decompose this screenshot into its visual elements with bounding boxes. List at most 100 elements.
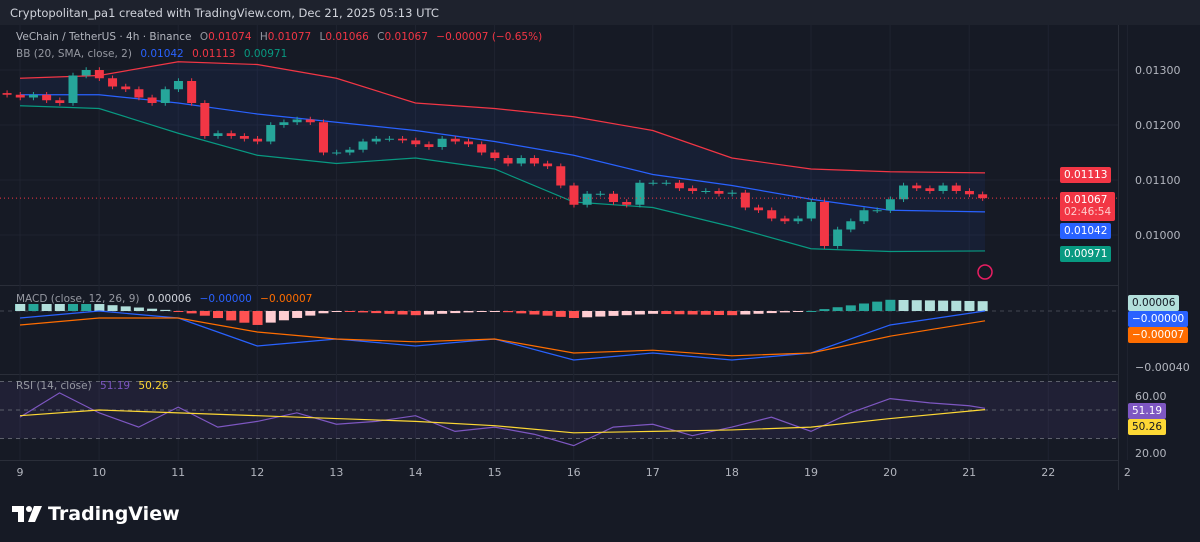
high-value: 0.01077 <box>267 31 312 43</box>
macd-histogram-bar <box>964 300 975 311</box>
rsi-tick-label: 60.00 <box>1135 390 1167 403</box>
candle <box>68 75 78 103</box>
rsi-ma-line <box>19 409 986 434</box>
candle <box>978 194 988 199</box>
candle <box>701 191 711 192</box>
macd-histogram-bar <box>173 311 184 312</box>
macd-legend: MACD (close, 12, 26, 9) 0.00006 −0.00000… <box>16 293 317 305</box>
candle <box>622 202 632 205</box>
macd-histogram-bar <box>740 311 751 315</box>
macd-histogram-bar <box>318 311 329 314</box>
candle <box>463 141 473 145</box>
symbol-name[interactable]: VeChain / TetherUS · 4h · Binance <box>16 31 192 43</box>
bb-legend: BB (20, SMA, close, 2) 0.01042 0.01113 0… <box>16 48 292 60</box>
macd-histogram-bar <box>344 311 355 312</box>
tradingview-logo[interactable]: TradingView <box>12 503 180 525</box>
x-tick-label: 16 <box>567 466 581 479</box>
macd-histogram-bar <box>924 300 935 311</box>
macd-histogram-bar <box>437 311 448 314</box>
macd-histogram-bar <box>779 311 790 313</box>
macd-histogram-bar <box>120 306 131 311</box>
price-tick-label: 0.01000 <box>1135 229 1181 242</box>
candle <box>833 229 843 246</box>
macd-histogram-bar <box>476 311 487 312</box>
macd-signal-value: −0.00007 <box>260 293 313 305</box>
chart-header: Cryptopolitan_pa1 created with TradingVi… <box>0 0 1200 25</box>
x-tick-label: 10 <box>92 466 106 479</box>
candle <box>266 125 276 142</box>
candle <box>582 193 592 205</box>
macd-histogram-bar <box>358 311 369 313</box>
candle <box>754 207 764 211</box>
macd-histogram-bar <box>977 301 988 311</box>
candle <box>279 122 289 125</box>
candle <box>938 185 948 191</box>
rsi-tick-label: 20.00 <box>1135 447 1167 460</box>
bb-upper-value: 0.01113 <box>192 48 236 60</box>
macd-histogram-bar <box>529 311 540 315</box>
macd-hist-tag: 0.00006 <box>1128 295 1180 311</box>
candle <box>108 78 118 87</box>
rsi-label[interactable]: RSI (14, close) <box>16 380 92 392</box>
x-tick-label: 18 <box>725 466 739 479</box>
macd-histogram-bar <box>713 311 724 315</box>
macd-histogram-bar <box>239 311 250 323</box>
macd-histogram-bar <box>186 311 197 314</box>
bb-label[interactable]: BB (20, SMA, close, 2) <box>16 48 132 60</box>
candle <box>543 163 553 167</box>
macd-histogram-bar <box>410 311 421 316</box>
macd-histogram-bar <box>542 311 553 316</box>
macd-histogram-bar <box>858 303 869 311</box>
open-label: O <box>199 31 209 43</box>
macd-histogram-bar <box>885 299 896 311</box>
candle <box>200 103 210 136</box>
candle <box>490 152 500 158</box>
macd-label[interactable]: MACD (close, 12, 26, 9) <box>16 293 140 305</box>
low-value: 0.01066 <box>325 31 369 43</box>
macd-histogram-bar <box>503 311 514 313</box>
macd-histogram-bar <box>252 311 263 325</box>
x-tick-label: 20 <box>883 466 897 479</box>
candle <box>398 138 408 141</box>
candle <box>28 94 38 98</box>
tradingview-logo-icon <box>12 506 42 522</box>
macd-histogram-bar <box>582 311 593 318</box>
candle <box>147 97 157 103</box>
candle <box>885 199 895 211</box>
macd-histogram-bar <box>687 311 698 315</box>
macd-histogram-bar <box>516 311 527 314</box>
macd-histogram-bar <box>107 305 118 311</box>
candle <box>134 89 144 98</box>
candle <box>727 192 737 194</box>
price-chart[interactable]: 9 10 11 12 13 14 15 16 17 18 19 20 21 22 20.013000.012… <box>0 25 1200 490</box>
macd-histogram-bar <box>872 301 883 311</box>
macd-signal-tag: −0.00007 <box>1128 327 1189 343</box>
candle <box>609 193 619 202</box>
price-tick-label: 0.01300 <box>1135 64 1181 77</box>
candle <box>688 188 698 191</box>
price-tick-label: 0.01200 <box>1135 119 1181 132</box>
x-tick-label: 17 <box>646 466 660 479</box>
macd-histogram-bar <box>793 311 804 312</box>
x-tick-label: 11 <box>171 466 185 479</box>
macd-histogram-bar <box>832 307 843 311</box>
candle <box>846 221 856 230</box>
macd-histogram-bar <box>54 304 65 311</box>
candle <box>793 218 803 222</box>
macd-histogram-bar <box>634 311 645 315</box>
macd-histogram-bar <box>753 311 764 314</box>
panel-divider <box>0 285 1118 286</box>
bb-lower-tag: 0.00971 <box>1060 246 1112 262</box>
candle <box>384 138 394 140</box>
open-value: 0.01074 <box>208 31 252 43</box>
axis-divider <box>1118 25 1119 490</box>
candle <box>411 140 421 145</box>
macd-histogram-bar <box>226 311 237 321</box>
macd-hist-value: 0.00006 <box>147 293 192 305</box>
macd-histogram-bar <box>938 300 949 311</box>
macd-histogram-bar <box>384 311 395 314</box>
macd-histogram-bar <box>819 309 830 311</box>
macd-histogram-bar <box>305 311 316 316</box>
macd-histogram-bar <box>911 300 922 311</box>
low-label: L <box>319 31 326 43</box>
